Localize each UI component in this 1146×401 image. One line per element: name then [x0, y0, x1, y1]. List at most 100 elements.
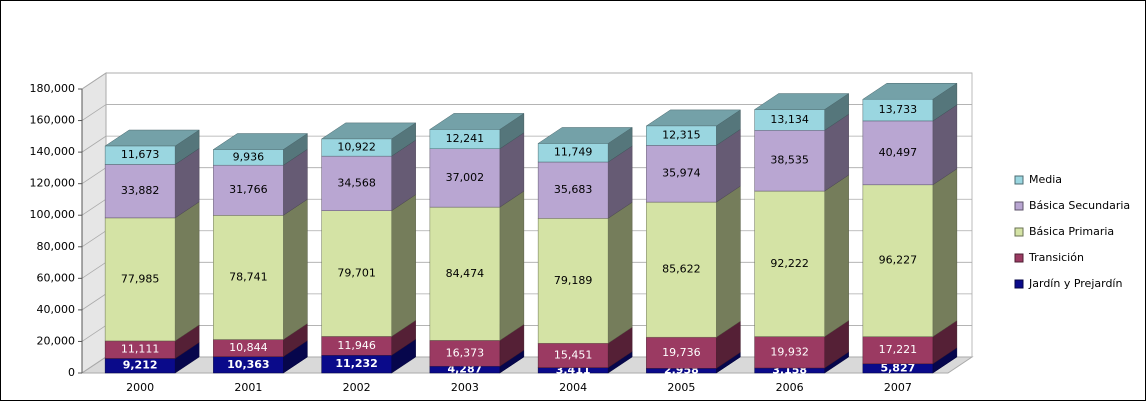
data-label: 11,749: [554, 146, 593, 159]
data-label: 34,568: [337, 176, 376, 189]
legend-swatch: [1014, 201, 1024, 211]
y-tick-label: 0: [68, 366, 75, 379]
y-tick-label: 180,000: [30, 82, 76, 95]
x-tick-label: 2002: [343, 381, 371, 394]
grid-line-side: [81, 198, 107, 216]
bar-side: [932, 168, 958, 338]
bar: [429, 340, 501, 367]
bar: [429, 129, 501, 149]
legend-label: Transición: [1028, 251, 1084, 264]
bar: [862, 98, 934, 122]
data-label: 79,189: [554, 274, 593, 287]
y-tick-label: 140,000: [30, 145, 76, 158]
y-tick-label: 80,000: [37, 240, 76, 253]
bar: [321, 155, 392, 211]
grid-line-side: [81, 104, 107, 121]
legend-label: Media: [1029, 173, 1062, 186]
data-label: 92,222: [770, 257, 809, 270]
bar: [862, 184, 934, 337]
data-label: 37,002: [446, 171, 485, 184]
data-label: 10,363: [227, 358, 269, 371]
data-label: 38,535: [770, 154, 809, 167]
x-tick-label: 2003: [451, 381, 479, 394]
data-label: 79,701: [337, 267, 376, 280]
data-label: 33,882: [121, 184, 160, 197]
data-label: 11,946: [337, 339, 376, 352]
data-label: 31,766: [229, 183, 268, 196]
legend-label: Jardín y Prejardín: [1028, 277, 1122, 290]
data-label: 12,241: [446, 132, 485, 145]
bar: [321, 210, 392, 337]
bar: [537, 342, 609, 368]
bar: [646, 201, 717, 338]
grid-line-side: [81, 230, 107, 248]
x-tick-label: 2006: [776, 381, 804, 394]
data-label: 15,451: [554, 348, 593, 361]
bar-side: [499, 190, 525, 341]
bar: [104, 164, 176, 219]
x-tick-label: 2004: [559, 381, 587, 394]
bar: [862, 336, 934, 365]
bar: [537, 218, 609, 344]
x-tick-label: 2007: [884, 381, 912, 394]
bar: [104, 145, 176, 165]
data-label: 10,844: [229, 341, 268, 354]
legend-label: Básica Secundaria: [1029, 199, 1130, 212]
grid-line-side: [81, 356, 107, 374]
y-tick-label: 120,000: [30, 177, 76, 190]
bar: [104, 217, 176, 342]
data-label: 84,474: [446, 267, 485, 280]
legend-swatch: [1014, 253, 1024, 263]
x-tick-label: 2005: [667, 381, 695, 394]
data-label: 10,922: [337, 141, 376, 154]
y-tick-label: 160,000: [30, 114, 76, 127]
data-label: 9,936: [233, 150, 265, 163]
data-label: 35,974: [662, 167, 701, 180]
data-label: 78,741: [229, 270, 268, 283]
data-label: 77,985: [121, 272, 160, 285]
data-label: 85,622: [662, 263, 701, 276]
grid-line-side: [81, 135, 107, 153]
data-label: 11,232: [335, 357, 377, 370]
data-label: 19,736: [662, 346, 701, 359]
bar: [754, 336, 825, 369]
bar: [754, 109, 825, 131]
data-label: 5,827: [880, 361, 915, 374]
bar: [646, 125, 717, 146]
data-label: 13,134: [770, 113, 809, 126]
data-label: 40,497: [879, 146, 918, 159]
bar: [754, 190, 825, 337]
bar: [213, 164, 284, 216]
y-tick-label: 20,000: [37, 334, 76, 347]
data-label: 13,733: [879, 103, 918, 116]
grid-line-side: [81, 262, 107, 279]
grid-line-side: [81, 167, 107, 184]
data-label: 96,227: [879, 254, 918, 267]
x-tick-label: 2000: [126, 381, 154, 394]
bar-side: [716, 185, 741, 338]
grid-line-side: [81, 72, 107, 90]
data-label: 11,111: [121, 343, 160, 356]
legend-swatch: [1014, 227, 1024, 237]
bar-side: [391, 194, 416, 337]
bar: [321, 138, 392, 157]
bar: [754, 130, 825, 192]
y-tick-label: 100,000: [30, 208, 76, 221]
bar-side: [174, 201, 200, 342]
data-label: 9,212: [123, 359, 158, 372]
y-tick-label: 40,000: [37, 303, 76, 316]
bar: [429, 148, 501, 208]
data-label: 12,315: [662, 129, 701, 142]
x-tick-label: 2001: [234, 381, 262, 394]
bar: [537, 143, 609, 163]
bar: [213, 215, 284, 340]
bar: [646, 145, 717, 203]
y-tick-label: 60,000: [37, 271, 76, 284]
data-label: 19,932: [770, 345, 809, 358]
bar-side: [824, 174, 849, 338]
legend-swatch: [1014, 175, 1024, 185]
bar-side: [283, 198, 308, 341]
bar-side: [607, 201, 633, 344]
data-label: 11,673: [121, 148, 160, 161]
